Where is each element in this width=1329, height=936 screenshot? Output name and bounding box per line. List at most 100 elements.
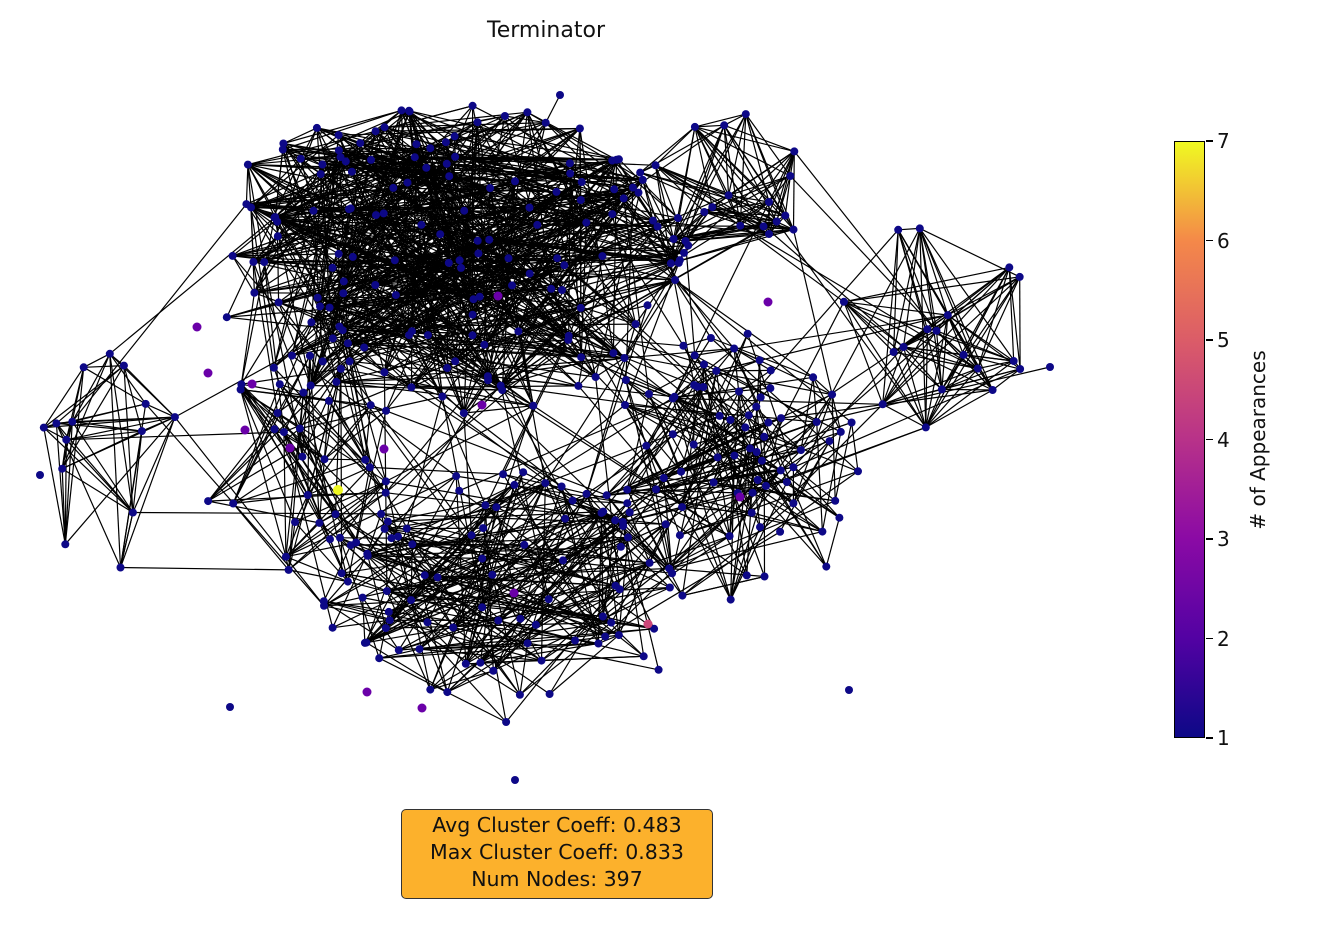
graph-edge (338, 127, 580, 136)
graph-edge (730, 455, 735, 600)
graph-node (776, 527, 785, 536)
graph-node (371, 127, 380, 136)
graph-edge (419, 445, 647, 650)
graph-edge (119, 431, 143, 568)
graph-edge (761, 421, 818, 462)
graph-node (760, 432, 769, 441)
graph-node (608, 210, 617, 219)
graph-edge (282, 143, 397, 296)
graph-node (552, 187, 561, 196)
graph-node (576, 303, 585, 312)
graph-edge (681, 506, 732, 600)
graph-node (58, 464, 67, 473)
graph-edge (328, 400, 439, 578)
graph-edge (485, 484, 515, 506)
graph-edge (254, 259, 460, 294)
graph-edge (250, 207, 321, 307)
graph-edge (61, 353, 111, 469)
graph-edge (455, 476, 467, 664)
graph-node (493, 291, 503, 301)
graph-edge (497, 500, 574, 621)
graph-node (525, 203, 534, 212)
graph-edge (645, 396, 675, 447)
graph-edge (843, 301, 943, 390)
graph-edge (476, 122, 489, 381)
graph-edge (800, 266, 1010, 451)
graph-edge (683, 150, 795, 254)
graph-node (645, 390, 653, 398)
graph-node (381, 477, 390, 486)
graph-node (500, 112, 509, 120)
graph-node (668, 394, 677, 403)
graph-edge (500, 385, 550, 600)
graph-edge (429, 147, 582, 309)
graph-edge (299, 395, 443, 430)
graph-edge (278, 302, 312, 386)
graph-edge (567, 339, 794, 504)
graph-edge (340, 368, 493, 576)
graph-node (358, 593, 367, 602)
graph-edge (226, 158, 302, 318)
graph-node (273, 409, 282, 417)
graph-edge (792, 466, 840, 519)
graph-node (379, 444, 389, 454)
graph-node (299, 388, 308, 397)
graph-node (343, 577, 352, 586)
graph-edge (345, 160, 679, 264)
graph-node (468, 310, 477, 319)
graph-edge (882, 368, 979, 405)
graph-node (296, 154, 305, 163)
graph-edge (232, 110, 410, 257)
graph-node (468, 101, 477, 110)
graph-node (443, 364, 452, 372)
graph-edge (232, 383, 281, 504)
graph-node (377, 509, 386, 518)
graph-node (619, 194, 628, 203)
graph-node (675, 531, 684, 540)
graph-node (623, 485, 632, 494)
graph-edge (61, 468, 134, 514)
graph-node (116, 563, 125, 572)
graph-edge (704, 211, 777, 223)
graph-node (574, 381, 583, 390)
graph-node (242, 200, 251, 209)
graph-node (514, 327, 523, 336)
graph-edge (500, 217, 679, 387)
graph-edge (426, 167, 685, 254)
graph-node (943, 311, 952, 320)
graph-edge (730, 448, 751, 600)
graph-edge (390, 379, 489, 539)
graph-edge (792, 394, 833, 504)
graph-node (455, 486, 464, 495)
graph-node (285, 443, 295, 453)
graph-node (659, 474, 668, 482)
graph-node (537, 656, 546, 665)
graph-edge (627, 431, 841, 504)
graph-edge (123, 365, 176, 418)
graph-edge (254, 292, 344, 294)
graph-edge (580, 356, 720, 417)
graph-edge (341, 572, 388, 592)
graph-node (666, 259, 675, 268)
graph-node (380, 123, 389, 132)
graph-node (334, 146, 343, 155)
graph-edge (663, 386, 704, 479)
graph-node (379, 209, 388, 218)
graph-node (320, 455, 329, 464)
graph-node (748, 488, 757, 497)
graph-node (959, 350, 968, 359)
graph-edge (925, 329, 928, 428)
graph-edge (66, 430, 142, 441)
graph-edge (526, 112, 637, 325)
graph-node (481, 501, 490, 510)
graph-edge (294, 494, 309, 523)
graph-edge (240, 292, 255, 390)
graph-node (511, 776, 519, 784)
graph-node (631, 320, 640, 329)
graph-node (338, 326, 347, 335)
graph-edge (321, 164, 489, 381)
graph-node (678, 591, 687, 600)
graph-edge (672, 386, 704, 435)
graph-node (828, 390, 837, 399)
graph-edge (477, 187, 634, 242)
